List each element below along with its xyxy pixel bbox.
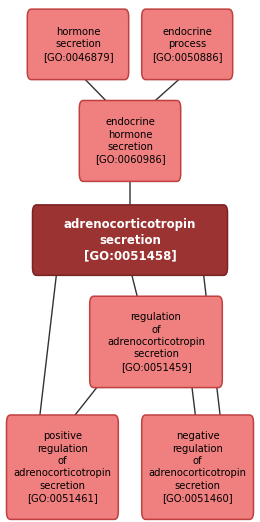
Text: positive
regulation
of
adrenocorticotropin
secretion
[GO:0051461]: positive regulation of adrenocorticotrop… — [14, 431, 111, 503]
FancyBboxPatch shape — [142, 9, 233, 79]
Text: regulation
of
adrenocorticotropin
secretion
[GO:0051459]: regulation of adrenocorticotropin secret… — [107, 312, 205, 372]
Text: adrenocorticotropin
secretion
[GO:0051458]: adrenocorticotropin secretion [GO:005145… — [64, 218, 196, 263]
Text: hormone
secretion
[GO:0046879]: hormone secretion [GO:0046879] — [43, 27, 113, 62]
FancyBboxPatch shape — [27, 9, 129, 79]
FancyBboxPatch shape — [142, 415, 254, 519]
Text: endocrine
hormone
secretion
[GO:0060986]: endocrine hormone secretion [GO:0060986] — [95, 117, 165, 164]
FancyBboxPatch shape — [32, 205, 228, 276]
FancyBboxPatch shape — [6, 415, 118, 519]
FancyBboxPatch shape — [90, 296, 222, 388]
Text: negative
regulation
of
adrenocorticotropin
secretion
[GO:0051460]: negative regulation of adrenocorticotrop… — [149, 431, 246, 503]
FancyBboxPatch shape — [79, 101, 181, 182]
Text: endocrine
process
[GO:0050886]: endocrine process [GO:0050886] — [152, 27, 223, 62]
